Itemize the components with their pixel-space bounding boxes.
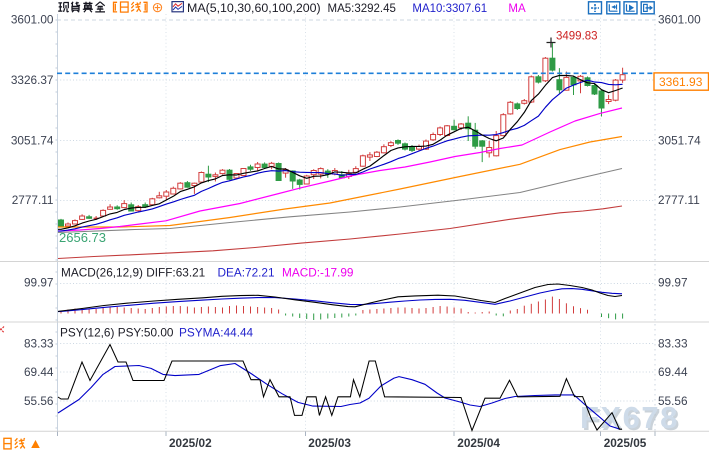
svg-text:FX678: FX678: [582, 402, 681, 437]
svg-text:99.97: 99.97: [658, 276, 688, 290]
svg-text:DEA:72.21: DEA:72.21: [218, 265, 275, 279]
svg-text:3499.83: 3499.83: [556, 31, 598, 43]
svg-text:3601.00: 3601.00: [11, 13, 54, 27]
svg-text:69.44: 69.44: [658, 365, 688, 379]
svg-text:83.33: 83.33: [658, 337, 688, 351]
svg-text:2777.11: 2777.11: [658, 193, 700, 207]
svg-text:PSY(12,6) PSY:50.00: PSY(12,6) PSY:50.00: [60, 325, 174, 339]
svg-text:MACD(26,12,9) DIFF:63.21: MACD(26,12,9) DIFF:63.21: [61, 265, 205, 279]
svg-text:2777.11: 2777.11: [12, 193, 54, 207]
svg-text:3326.37: 3326.37: [11, 73, 54, 87]
svg-text:3051.74: 3051.74: [11, 134, 54, 148]
svg-text:83.33: 83.33: [24, 337, 54, 351]
svg-text:69.44: 69.44: [24, 365, 54, 379]
svg-text:MA10:3307.61: MA10:3307.61: [412, 3, 487, 15]
svg-text:3361.93: 3361.93: [659, 75, 703, 89]
svg-text:2025/04: 2025/04: [457, 436, 500, 450]
svg-text:MACD:-17.99: MACD:-17.99: [282, 265, 353, 279]
svg-text:2025/02: 2025/02: [169, 436, 212, 450]
svg-text:2025/05: 2025/05: [604, 436, 647, 450]
svg-text:MA: MA: [508, 3, 526, 15]
svg-text:99.97: 99.97: [24, 276, 54, 290]
svg-text:55.56: 55.56: [24, 394, 54, 408]
svg-text:2025/03: 2025/03: [308, 436, 351, 450]
svg-text:MA5:3292.45: MA5:3292.45: [328, 3, 396, 15]
svg-text:3051.74: 3051.74: [658, 134, 701, 148]
svg-text:55.56: 55.56: [658, 394, 688, 408]
svg-text:PSYMA:44.44: PSYMA:44.44: [179, 325, 254, 339]
svg-text:2656.73: 2656.73: [59, 230, 106, 245]
svg-text:3601.00: 3601.00: [658, 13, 701, 27]
svg-text:MA(5,10,30,60,100,200): MA(5,10,30,60,100,200): [187, 1, 321, 15]
